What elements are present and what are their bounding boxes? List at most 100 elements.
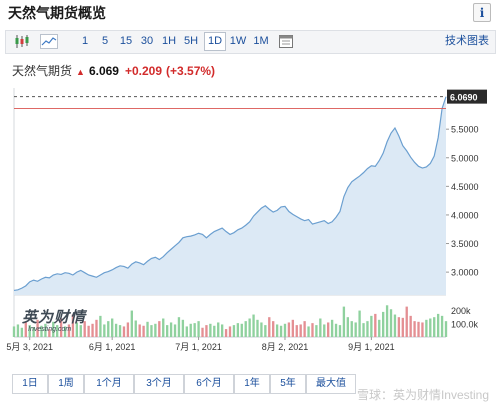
volume-bar [213, 325, 216, 337]
volume-bar [189, 323, 192, 337]
up-arrow-icon: ▲ [76, 67, 85, 77]
page-title: 天然气期货概览 [8, 5, 106, 21]
logo-subtext: Investing.com [28, 326, 72, 333]
x-tick-label: 8月 2, 2021 [262, 342, 309, 352]
volume-bar [401, 317, 404, 337]
volume-bar [173, 324, 177, 337]
volume-bar [40, 325, 43, 337]
range-1m[interactable]: 1个月 [84, 374, 134, 394]
interval-1m[interactable]: 1M [253, 35, 269, 47]
volume-bar [350, 321, 353, 337]
volume-bar [169, 322, 173, 337]
volume-bar [268, 317, 271, 337]
range-max[interactable]: 最大值 [306, 374, 356, 394]
range-1w[interactable]: 1周 [48, 374, 84, 394]
volume-bar [275, 324, 279, 337]
last-price-label: 6.0690 [450, 93, 478, 103]
y-tick-label: 5.0000 [451, 153, 479, 163]
last-price: 6.069 [88, 64, 119, 78]
volume-bar [87, 325, 90, 337]
volume-bar [252, 314, 255, 337]
range-3m[interactable]: 3个月 [134, 374, 184, 394]
volume-bar [130, 310, 133, 337]
instrument-name: 天然气期货 [12, 64, 73, 78]
calendar-icon[interactable] [279, 34, 293, 54]
interval-1w[interactable]: 1W [229, 35, 247, 47]
volume-bar [52, 321, 55, 337]
volume-bar [162, 318, 165, 337]
range-1y[interactable]: 1年 [234, 374, 270, 394]
volume-bar [260, 322, 263, 337]
price-area-fill [14, 96, 446, 295]
interval-1d[interactable]: 1D [204, 32, 226, 51]
volume-bar [228, 326, 232, 337]
volume-bar [91, 323, 94, 337]
volume-bar [248, 318, 251, 337]
volume-bar [232, 325, 236, 337]
range-6m[interactable]: 6个月 [184, 374, 234, 394]
x-tick-label: 9月 1, 2021 [348, 342, 395, 352]
volume-bar [405, 306, 408, 337]
interval-30[interactable]: 30 [140, 35, 154, 47]
volume-bar [146, 321, 149, 337]
volume-bar [436, 313, 440, 338]
volume-bar [56, 325, 59, 337]
volume-bar [201, 327, 204, 337]
volume-bar [413, 321, 416, 337]
volume-bar [338, 325, 342, 337]
volume-bar [166, 325, 169, 337]
volume-bar [197, 321, 200, 337]
volume-bar [315, 325, 318, 337]
line-chart-icon[interactable] [40, 34, 58, 54]
volume-bar [185, 326, 188, 337]
volume-bar [209, 323, 212, 337]
volume-bar [393, 314, 397, 337]
volume-bar [429, 318, 432, 337]
volume-bar [177, 317, 181, 337]
volume-bar [444, 321, 448, 337]
volume-bar [138, 324, 141, 337]
volume-bar [346, 317, 349, 337]
interval-5h[interactable]: 5H [183, 35, 199, 47]
volume-bar [244, 321, 247, 337]
volume-bar [134, 320, 137, 337]
interval-1h[interactable]: 1H [161, 35, 177, 47]
volume-bar [48, 329, 51, 337]
price-chart[interactable]: 3.0000 3.5000 4.0000 4.5000 5.0000 5.5000 6.06… [0, 80, 499, 370]
x-tick-label: 6月 1, 2021 [89, 342, 136, 352]
volume-bar [323, 324, 326, 337]
volume-bar [59, 318, 63, 337]
volume-bar [126, 322, 130, 337]
volume-bar [205, 325, 208, 337]
volume-bar [385, 305, 389, 337]
volume-bar [114, 323, 118, 337]
interval-5[interactable]: 5 [101, 35, 109, 47]
volume-bar [374, 313, 377, 338]
volume-bar [150, 325, 153, 337]
volume-bar [83, 321, 86, 337]
volume-bar [327, 322, 330, 337]
volume-bar [291, 319, 295, 337]
volume-bar [283, 323, 287, 337]
interval-15[interactable]: 15 [119, 35, 133, 47]
volume-bar [330, 319, 334, 337]
volume-bar [193, 323, 196, 338]
range-5y[interactable]: 5年 [270, 374, 306, 394]
technical-chart-link[interactable]: 技术图表 [445, 35, 489, 47]
volume-bar [154, 323, 157, 337]
range-1d[interactable]: 1日 [12, 374, 48, 394]
volume-bar [44, 323, 47, 337]
interval-1[interactable]: 1 [81, 35, 89, 47]
y-tick-label: 4.0000 [451, 210, 479, 220]
volume-bar [287, 322, 291, 337]
volume-bar [421, 322, 424, 337]
volume-bar [256, 319, 259, 337]
volume-bar [299, 324, 302, 337]
candlestick-icon[interactable] [14, 34, 30, 54]
info-button[interactable]: i [473, 3, 491, 22]
volume-bar [378, 319, 381, 337]
volume-bar [99, 315, 102, 337]
chart-area[interactable]: 3.0000 3.5000 4.0000 4.5000 5.0000 5.5000 6.06… [0, 80, 499, 370]
volume-bar [220, 324, 224, 337]
volume-bar [79, 325, 82, 337]
